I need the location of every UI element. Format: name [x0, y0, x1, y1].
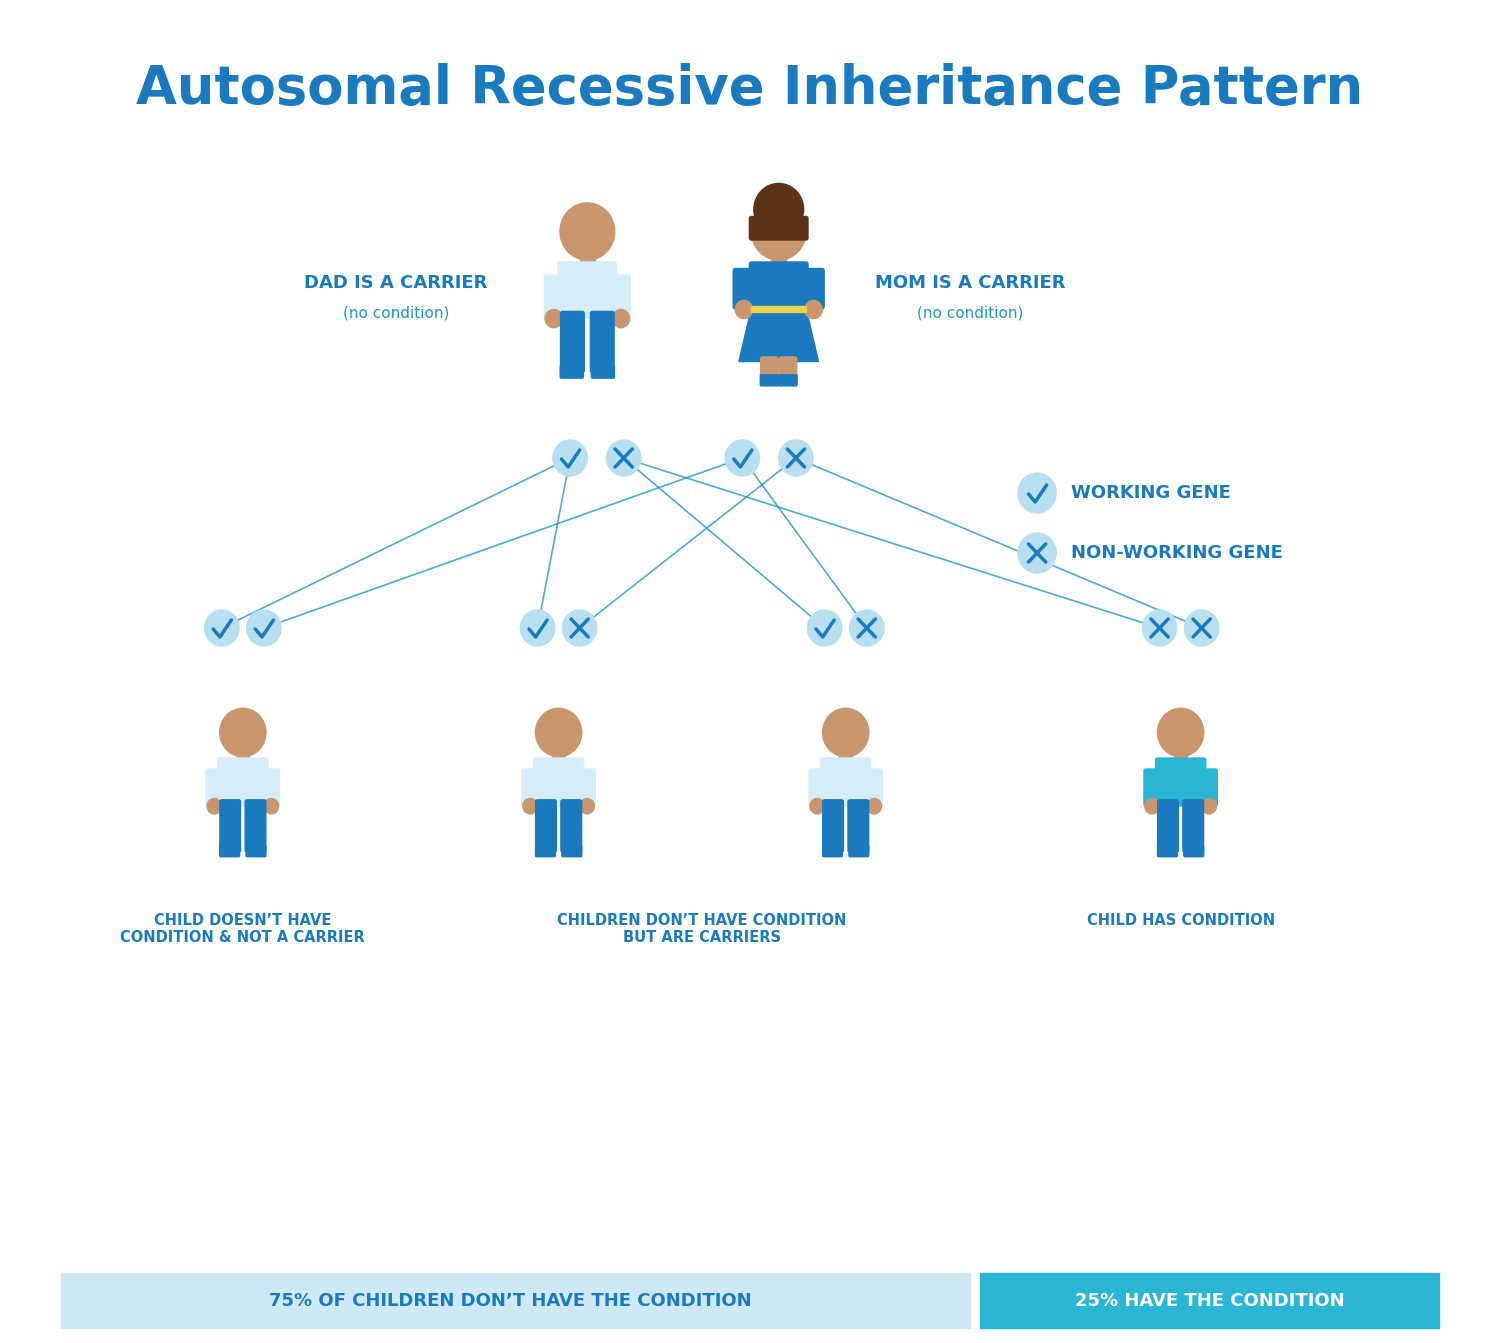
FancyBboxPatch shape — [534, 757, 584, 806]
Text: (no condition): (no condition) — [344, 305, 448, 321]
FancyBboxPatch shape — [760, 357, 778, 380]
FancyBboxPatch shape — [220, 800, 240, 853]
FancyBboxPatch shape — [1202, 770, 1218, 806]
Circle shape — [554, 441, 588, 475]
FancyBboxPatch shape — [840, 751, 852, 763]
FancyBboxPatch shape — [750, 262, 808, 312]
FancyBboxPatch shape — [237, 751, 249, 763]
Text: (no condition): (no condition) — [916, 305, 1023, 321]
Text: CHILD DOESN’T HAVE
CONDITION & NOT A CARRIER: CHILD DOESN’T HAVE CONDITION & NOT A CAR… — [120, 913, 364, 945]
Circle shape — [579, 799, 594, 814]
FancyBboxPatch shape — [580, 254, 596, 267]
FancyBboxPatch shape — [1184, 800, 1203, 853]
FancyBboxPatch shape — [1158, 800, 1179, 853]
Circle shape — [204, 610, 238, 646]
Circle shape — [264, 799, 279, 814]
FancyBboxPatch shape — [847, 800, 868, 853]
Circle shape — [1143, 610, 1178, 646]
FancyBboxPatch shape — [822, 846, 843, 857]
FancyBboxPatch shape — [536, 800, 556, 853]
Circle shape — [1185, 610, 1219, 646]
FancyBboxPatch shape — [544, 275, 562, 318]
Text: Autosomal Recessive Inheritance Pattern: Autosomal Recessive Inheritance Pattern — [136, 63, 1364, 115]
Text: CHILD HAS CONDITION: CHILD HAS CONDITION — [1086, 913, 1275, 928]
Circle shape — [778, 441, 813, 475]
FancyBboxPatch shape — [822, 800, 843, 853]
Circle shape — [1019, 533, 1056, 573]
Circle shape — [520, 610, 555, 646]
Text: WORKING GENE: WORKING GENE — [1071, 483, 1230, 502]
Circle shape — [1144, 799, 1160, 814]
Circle shape — [807, 610, 842, 646]
FancyBboxPatch shape — [780, 357, 796, 380]
FancyBboxPatch shape — [561, 800, 582, 853]
Circle shape — [1202, 799, 1216, 814]
FancyBboxPatch shape — [734, 269, 754, 309]
FancyBboxPatch shape — [562, 846, 582, 857]
Circle shape — [1158, 708, 1204, 756]
Circle shape — [207, 799, 222, 814]
Circle shape — [810, 799, 825, 814]
FancyBboxPatch shape — [220, 846, 240, 857]
FancyBboxPatch shape — [591, 365, 615, 379]
Text: DAD IS A CARRIER: DAD IS A CARRIER — [304, 274, 488, 291]
FancyBboxPatch shape — [552, 751, 566, 763]
FancyBboxPatch shape — [980, 1273, 1438, 1328]
Text: 25% HAVE THE CONDITION: 25% HAVE THE CONDITION — [1074, 1292, 1344, 1309]
Text: 75% OF CHILDREN DON’T HAVE THE CONDITION: 75% OF CHILDREN DON’T HAVE THE CONDITION — [270, 1292, 752, 1309]
FancyBboxPatch shape — [560, 365, 584, 379]
FancyBboxPatch shape — [612, 275, 630, 318]
FancyBboxPatch shape — [579, 770, 596, 806]
Circle shape — [246, 610, 280, 646]
Circle shape — [606, 441, 640, 475]
FancyBboxPatch shape — [262, 770, 279, 806]
Circle shape — [806, 301, 822, 318]
FancyBboxPatch shape — [1158, 846, 1178, 857]
FancyBboxPatch shape — [206, 770, 222, 806]
Circle shape — [822, 708, 868, 756]
Circle shape — [562, 610, 597, 646]
Circle shape — [735, 301, 753, 318]
FancyBboxPatch shape — [808, 770, 825, 806]
Circle shape — [612, 309, 630, 328]
FancyBboxPatch shape — [62, 1273, 970, 1328]
FancyBboxPatch shape — [1174, 751, 1186, 763]
Text: CHILDREN DON’T HAVE CONDITION
BUT ARE CARRIERS: CHILDREN DON’T HAVE CONDITION BUT ARE CA… — [558, 913, 848, 945]
FancyBboxPatch shape — [750, 216, 808, 240]
FancyBboxPatch shape — [246, 846, 266, 857]
Circle shape — [754, 184, 804, 235]
FancyBboxPatch shape — [561, 312, 585, 372]
Circle shape — [867, 799, 882, 814]
FancyBboxPatch shape — [522, 770, 538, 806]
Polygon shape — [740, 308, 819, 361]
FancyBboxPatch shape — [821, 757, 872, 806]
Circle shape — [544, 309, 562, 328]
Text: MOM IS A CARRIER: MOM IS A CARRIER — [874, 274, 1065, 291]
FancyBboxPatch shape — [591, 312, 613, 372]
FancyBboxPatch shape — [752, 306, 806, 312]
FancyBboxPatch shape — [558, 262, 616, 318]
FancyBboxPatch shape — [778, 375, 796, 385]
FancyBboxPatch shape — [244, 800, 266, 853]
FancyBboxPatch shape — [217, 757, 268, 806]
Circle shape — [524, 799, 537, 814]
Circle shape — [536, 708, 582, 756]
FancyBboxPatch shape — [849, 846, 868, 857]
Text: NON-WORKING GENE: NON-WORKING GENE — [1071, 544, 1282, 561]
Circle shape — [1019, 473, 1056, 513]
Circle shape — [752, 203, 806, 261]
Circle shape — [724, 441, 759, 475]
Circle shape — [219, 708, 266, 756]
FancyBboxPatch shape — [1184, 846, 1203, 857]
FancyBboxPatch shape — [760, 375, 778, 385]
FancyBboxPatch shape — [1144, 770, 1161, 806]
FancyBboxPatch shape — [771, 254, 786, 267]
Circle shape — [560, 203, 615, 261]
FancyBboxPatch shape — [802, 269, 824, 309]
FancyBboxPatch shape — [865, 770, 882, 806]
FancyBboxPatch shape — [536, 846, 555, 857]
FancyBboxPatch shape — [1155, 757, 1206, 806]
Circle shape — [849, 610, 883, 646]
